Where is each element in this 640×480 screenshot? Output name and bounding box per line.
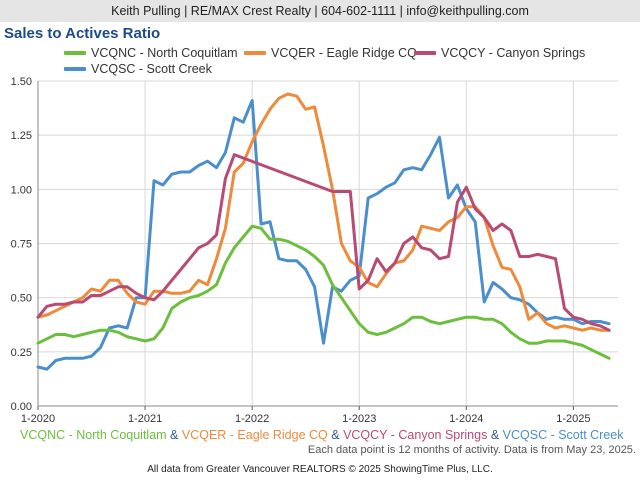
legend-entry-vcqcy: VCQCY - Canyon Springs xyxy=(414,46,585,60)
y-tick-label: 0.00 xyxy=(11,401,32,413)
legend-label-vcqnc: VCQNC - North Coquitlam xyxy=(91,46,238,60)
footer-series-legend: VCQNC - North Coquitlam & VCQER - Eagle … xyxy=(20,428,640,442)
legend-entry-vcqsc: VCQSC - Scott Creek xyxy=(64,62,212,76)
series-line-vcqer xyxy=(36,92,611,332)
footer-legend-sep: & xyxy=(327,428,344,442)
legend-label-vcqer: VCQER - Eagle Ridge CQ xyxy=(271,46,417,60)
footer-legend-vcqnc: VCQNC - North Coquitlam xyxy=(20,428,167,442)
y-tick-label: 1.25 xyxy=(11,130,32,142)
data-note: Each data point is 12 months of activity… xyxy=(307,444,636,456)
y-tick-label: 1.00 xyxy=(11,184,32,196)
series-line-vcqsc xyxy=(36,99,611,371)
legend-entry-vcqnc: VCQNC - North Coquitlam xyxy=(64,46,238,60)
contact-banner-text: Keith Pulling | RE/MAX Crest Realty | 60… xyxy=(111,4,529,18)
data-source: All data from Greater Vancouver REALTORS… xyxy=(147,464,493,475)
y-tick-label: 0.75 xyxy=(11,239,32,251)
series-line-vcqcy xyxy=(36,153,611,332)
contact-banner: Keith Pulling | RE/MAX Crest Realty | 60… xyxy=(0,0,640,22)
x-tick-label: 1-2021 xyxy=(128,413,162,425)
chart-title: Sales to Actives Ratio xyxy=(4,25,161,42)
legend-swatch-vcqcy xyxy=(414,51,436,55)
y-tick-label: 0.25 xyxy=(11,347,32,359)
legend-swatch-vcqnc xyxy=(64,51,86,55)
legend-swatch-vcqer xyxy=(244,51,266,55)
series-line-vcqnc xyxy=(36,224,611,360)
y-tick-label: 1.50 xyxy=(11,76,32,88)
footer-legend-vcqsc: VCQSC - Scott Creek xyxy=(502,428,624,442)
legend-label-vcqsc: VCQSC - Scott Creek xyxy=(91,62,212,76)
legend-entry-vcqer: VCQER - Eagle Ridge CQ xyxy=(244,46,417,60)
legend-label-vcqcy: VCQCY - Canyon Springs xyxy=(441,46,586,60)
footer-legend-sep: & xyxy=(166,428,182,442)
y-tick-label: 0.50 xyxy=(11,293,32,305)
x-tick-label: 1-2022 xyxy=(235,413,269,425)
footer-legend-vcqcy: VCQCY - Canyon Springs xyxy=(343,428,488,442)
x-tick-label: 1-2024 xyxy=(449,413,483,425)
x-tick-label: 1-2025 xyxy=(556,413,590,425)
footer-legend-sep: & xyxy=(487,428,503,442)
footer-legend-vcqer: VCQER - Eagle Ridge CQ xyxy=(181,428,328,442)
x-tick-label: 1-2020 xyxy=(21,413,55,425)
legend-swatch-vcqsc xyxy=(64,67,86,71)
x-tick-label: 1-2023 xyxy=(342,413,376,425)
